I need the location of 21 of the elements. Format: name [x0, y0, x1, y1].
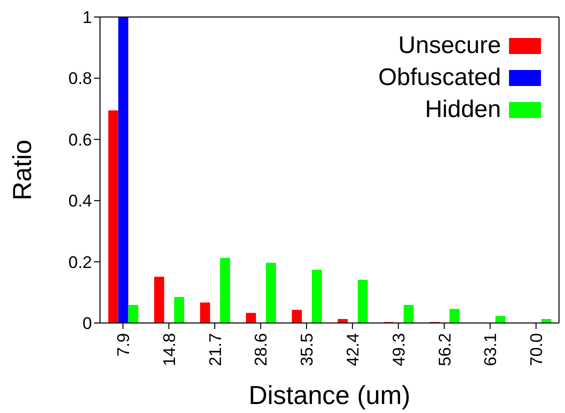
x-tick-label: 21.7: [206, 333, 225, 366]
x-tick-label: 70.0: [527, 333, 546, 366]
y-tick-label: 1: [82, 8, 92, 28]
x-axis-title: Distance (um): [248, 380, 410, 410]
x-tick-label: 42.4: [344, 333, 363, 366]
x-tick-label: 7.9: [114, 333, 134, 357]
x-tick-label: 63.1: [481, 333, 500, 366]
y-tick-label: 0.2: [68, 252, 92, 272]
x-tick-label: 35.5: [298, 333, 317, 366]
y-tick-label: 0: [82, 314, 92, 334]
x-tick-label: 56.2: [435, 333, 454, 366]
legend-label: Hidden: [424, 95, 501, 125]
y-axis-title: Ratio: [7, 140, 38, 200]
y-tick-label: 0.8: [68, 69, 92, 88]
legend-label: Obfuscated: [378, 63, 501, 93]
x-tick-label: 49.3: [389, 333, 408, 366]
x-tick-label: 14.8: [160, 333, 179, 366]
legend-label: Unsecure: [398, 31, 501, 61]
y-tick-label: 0.6: [68, 130, 92, 150]
y-tick-label: 0.4: [68, 192, 92, 211]
x-tick-label: 28.6: [252, 333, 271, 366]
